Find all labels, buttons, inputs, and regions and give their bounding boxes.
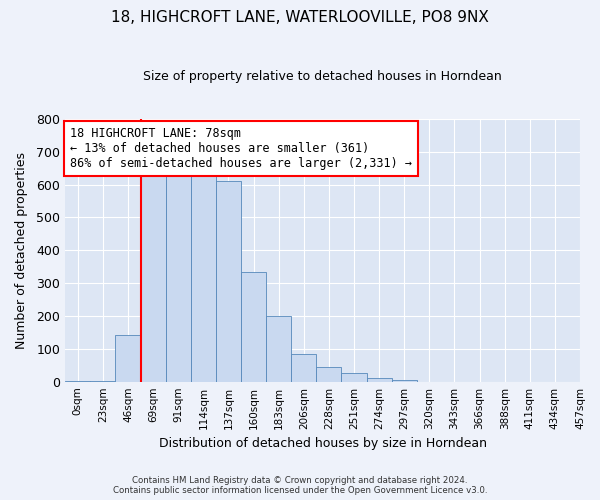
Bar	[392, 380, 417, 382]
Bar	[291, 354, 316, 382]
Bar	[140, 173, 166, 382]
Bar	[241, 272, 266, 382]
Bar	[216, 182, 241, 382]
Bar	[266, 316, 291, 382]
Bar	[91, 381, 115, 382]
Text: Contains HM Land Registry data © Crown copyright and database right 2024.
Contai: Contains HM Land Registry data © Crown c…	[113, 476, 487, 495]
Bar	[367, 378, 392, 382]
Bar	[115, 334, 140, 382]
Text: 18 HIGHCROFT LANE: 78sqm
← 13% of detached houses are smaller (361)
86% of semi-: 18 HIGHCROFT LANE: 78sqm ← 13% of detach…	[70, 127, 412, 170]
Bar	[191, 174, 216, 382]
Bar	[316, 366, 341, 382]
Bar	[65, 381, 91, 382]
Bar	[341, 373, 367, 382]
Y-axis label: Number of detached properties: Number of detached properties	[15, 152, 28, 349]
Bar	[166, 174, 191, 382]
Text: 18, HIGHCROFT LANE, WATERLOOVILLE, PO8 9NX: 18, HIGHCROFT LANE, WATERLOOVILLE, PO8 9…	[111, 10, 489, 25]
Title: Size of property relative to detached houses in Horndean: Size of property relative to detached ho…	[143, 70, 502, 83]
X-axis label: Distribution of detached houses by size in Horndean: Distribution of detached houses by size …	[158, 437, 487, 450]
